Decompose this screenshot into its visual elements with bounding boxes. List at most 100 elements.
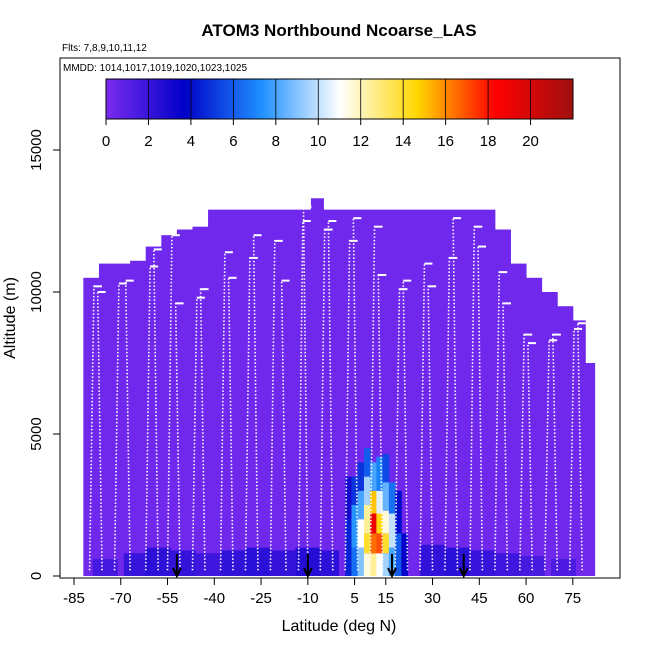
heatmap-cell — [363, 476, 371, 505]
heatmap-cell — [401, 533, 409, 576]
heatmap-cell — [351, 547, 359, 576]
heatmap-cell — [370, 490, 377, 514]
flight-profile — [297, 220, 308, 571]
colorbar-tick-label: 14 — [395, 133, 412, 150]
heatmap-cell — [510, 263, 527, 576]
heatmap-cell — [401, 209, 418, 576]
heatmap-cell — [363, 505, 371, 534]
y-axis-label: Altitude (m) — [2, 277, 19, 359]
heatmap-cell — [370, 513, 377, 534]
heatmap-cell — [388, 513, 396, 548]
colorbar-tick-label: 10 — [310, 133, 327, 150]
heatmap-cell — [363, 553, 371, 576]
heatmap-cell — [376, 533, 384, 554]
heatmap-cell — [130, 260, 147, 576]
colorbar-tick-label: 6 — [229, 133, 237, 150]
x-axis: -85 -70 -55 -40 -25 -10 5 15 30 45 60 75 — [63, 578, 581, 607]
down-arrow-head — [458, 567, 469, 579]
heatmap-cell — [123, 553, 149, 576]
heatmap-cell — [314, 550, 339, 576]
x-tick-label: -40 — [203, 590, 225, 607]
heatmap-cell — [376, 553, 384, 576]
x-tick-label: -55 — [157, 590, 179, 607]
dates-label: MMDD: 1014,1017,1019,1020,1023,1025 — [63, 63, 247, 74]
heatmap-cell — [357, 519, 365, 548]
heatmap-cell — [376, 490, 384, 514]
colorbar-tick-label: 2 — [144, 133, 152, 150]
flights-label: Flts: 7,8,9,10,11,12 — [62, 43, 147, 54]
heatmap-cell — [382, 482, 390, 511]
heatmap-cell — [301, 209, 312, 576]
heatmap-cells — [83, 198, 596, 576]
heatmap-cell — [395, 490, 402, 534]
colorbar-tick-label: 16 — [437, 133, 454, 150]
x-tick-label: 75 — [564, 590, 581, 607]
heatmap-cell — [357, 462, 365, 491]
heatmap-cell — [382, 453, 390, 483]
x-tick-label: 5 — [350, 590, 358, 607]
heatmap-cell — [382, 510, 390, 534]
heatmap-cell — [551, 558, 576, 576]
heatmap-cell — [239, 209, 256, 576]
heatmap-cell — [388, 482, 396, 514]
heatmap-cell — [363, 533, 371, 554]
colorbar-ticks: 0 2 4 6 8 10 12 14 16 18 20 — [102, 79, 539, 150]
heatmap-cell — [351, 505, 359, 548]
heatmap-cell — [195, 553, 221, 576]
heatmap-cell — [351, 476, 359, 505]
heatmap-cell — [176, 229, 193, 576]
heatmap-cell — [357, 547, 365, 576]
x-tick-label: 15 — [377, 590, 394, 607]
heatmap-cell — [357, 490, 365, 520]
heatmap-cell — [479, 209, 496, 576]
x-tick-label: 60 — [518, 590, 535, 607]
flight-profile — [219, 251, 230, 571]
heatmap-cell — [494, 229, 511, 576]
heatmap-cell — [463, 209, 480, 576]
y-tick-label: 5000 — [28, 417, 45, 450]
down-arrow-markers — [171, 554, 469, 579]
heatmap-cell — [254, 209, 271, 576]
colorbar-tick-label: 20 — [522, 133, 539, 150]
colorbar-gradient — [105, 78, 574, 120]
x-tick-label: -10 — [297, 590, 319, 607]
down-arrow-head — [171, 567, 182, 579]
down-arrow-head — [302, 567, 313, 579]
colorbar-tick-label: 4 — [187, 133, 195, 150]
heatmap-cell — [145, 246, 162, 576]
heatmap-cell — [92, 558, 118, 576]
heatmap-cell — [420, 544, 445, 576]
heatmap-cell — [345, 476, 352, 520]
heatmap-cell — [270, 209, 287, 576]
heatmap-cell — [557, 306, 574, 576]
heatmap-cell — [370, 533, 377, 554]
x-tick-label: 45 — [471, 590, 488, 607]
heatmap-cell — [223, 209, 240, 576]
heatmap-cell — [382, 553, 390, 576]
heatmap-cell — [376, 456, 384, 491]
heatmap-cell — [572, 320, 586, 576]
flight-profiles — [88, 205, 586, 571]
heatmap-cell — [345, 519, 352, 576]
heatmap-cell — [83, 277, 100, 576]
heatmap-cell — [448, 209, 465, 576]
x-axis-label: Latitude (deg N) — [282, 618, 397, 635]
heatmap-cell — [363, 448, 371, 477]
chart-title: ATOM3 Northbound Ncoarse_LAS — [201, 21, 476, 40]
heatmap-cell — [270, 550, 296, 576]
heatmap-cell — [286, 209, 303, 576]
colorbar: 0 2 4 6 8 10 12 14 16 18 20 — [102, 78, 574, 150]
x-tick-label: 30 — [424, 590, 441, 607]
heatmap-cell — [395, 533, 402, 576]
heatmap-cell — [98, 263, 116, 576]
plot-frame — [59, 57, 621, 579]
heatmap-cell — [370, 553, 377, 576]
heatmap-cell — [432, 209, 449, 576]
y-tick-label: 0 — [28, 572, 45, 580]
y-tick-label: 15000 — [28, 129, 45, 171]
x-tick-label: -85 — [63, 590, 85, 607]
flight-profile — [113, 282, 124, 571]
heatmap-cell — [376, 513, 384, 534]
colorbar-tick-label: 12 — [352, 133, 369, 150]
